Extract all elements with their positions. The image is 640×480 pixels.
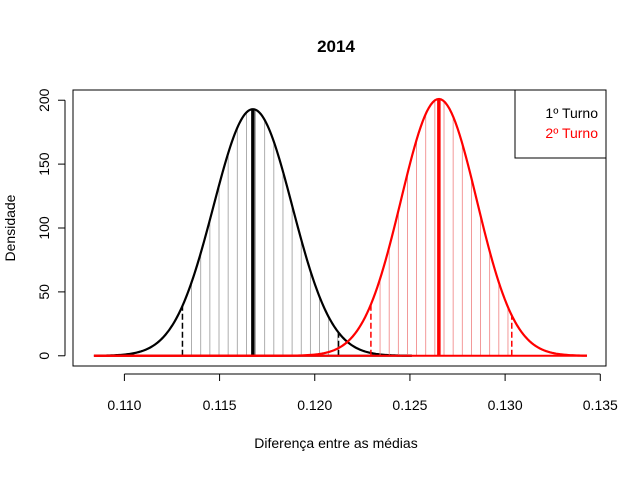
x-tick-label: 0.110 (107, 397, 141, 413)
y-tick-label: 0 (36, 352, 52, 360)
x-tick-label: 0.115 (203, 397, 237, 413)
y-tick-label: 50 (36, 284, 52, 300)
plot-frame (72, 89, 607, 367)
density-curve (93, 97, 587, 357)
x-tick-label: 0.130 (488, 397, 523, 413)
series-group (93, 108, 412, 357)
x-tick-label: 0.125 (392, 397, 427, 413)
x-axis-label: Diferença entre as médias (254, 435, 417, 451)
legend-entry: 2º Turno (545, 125, 598, 141)
x-axis: 0.110 0.115 0.120 0.125 0.130 0.135 (107, 373, 618, 413)
y-tick-label: 100 (36, 216, 52, 240)
y-tick-label: 150 (36, 152, 52, 176)
y-axis: 0 50 100 150 200 (36, 88, 66, 360)
legend-box (514, 89, 607, 159)
legend-entry: 1º Turno (545, 105, 598, 121)
x-tick-label: 0.120 (297, 397, 332, 413)
x-tick-label: 0.135 (583, 397, 618, 413)
plot-area (93, 97, 587, 357)
series-group (93, 97, 587, 357)
y-tick-label: 200 (36, 88, 52, 112)
chart-title: 2014 (317, 37, 355, 56)
legend: 1º Turno 2º Turno (514, 89, 607, 159)
y-axis-label: Densidade (2, 194, 18, 261)
